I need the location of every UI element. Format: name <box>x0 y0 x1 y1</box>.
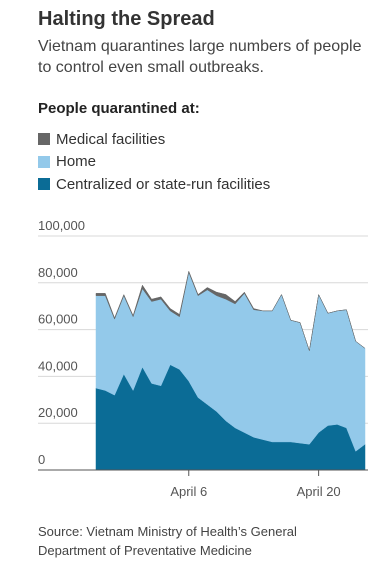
y-tick-label: 20,000 <box>38 405 78 420</box>
legend-swatch <box>38 155 50 168</box>
chart-title: Halting the Spread <box>38 8 215 30</box>
legend-label: Centralized or state-run facilities <box>56 175 271 193</box>
source: Source: Vietnam Ministry of Health’s Gen… <box>38 524 297 558</box>
area <box>95 270 366 351</box>
x-tick-label: April 20 <box>297 484 341 499</box>
y-tick-label: 40,000 <box>38 358 78 373</box>
legend-label: Medical facilities <box>56 130 166 148</box>
legend-swatch <box>38 133 50 146</box>
legend-swatch <box>38 178 50 191</box>
legend-item: Centralized or state-run facilities <box>38 173 270 196</box>
legend-title: People quarantined at: <box>38 100 200 117</box>
legend-item: Medical facilities <box>38 128 270 151</box>
legend-label: Home <box>56 153 97 171</box>
legend: Medical facilities Home Centralized or sta… <box>38 128 270 196</box>
legend-item: Home <box>38 151 270 174</box>
chart-subtitle: Vietnam quarantines large numbers of peo… <box>38 38 362 76</box>
y-tick-label: 80,000 <box>38 265 78 280</box>
x-tick-label: April 6 <box>170 484 207 499</box>
y-tick-label: 0 <box>38 452 45 467</box>
y-tick-label: 60,000 <box>38 312 78 327</box>
y-tick-label: 100,000 <box>38 218 85 233</box>
